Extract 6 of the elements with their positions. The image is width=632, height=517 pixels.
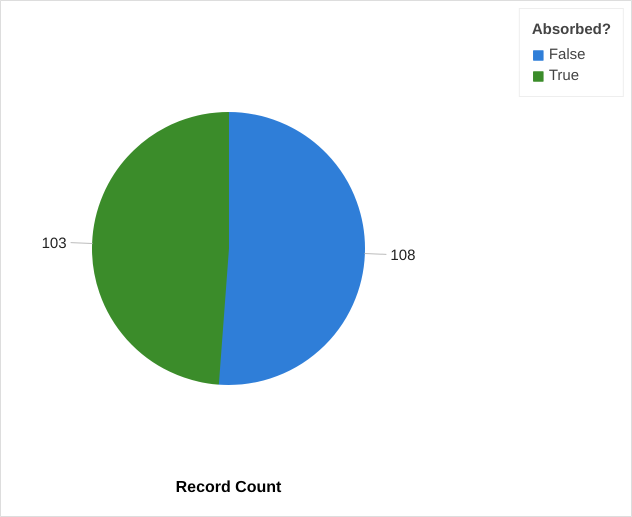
text: Record Count (176, 479, 282, 496)
legend-title: Absorbed? (532, 21, 611, 38)
legend-label: False (548, 46, 586, 63)
legend-label: True (548, 67, 580, 84)
data-label: 108 (390, 246, 416, 264)
data-label: 103 (42, 235, 67, 252)
